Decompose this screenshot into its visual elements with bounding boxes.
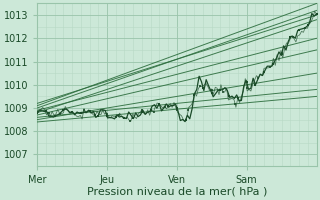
X-axis label: Pression niveau de la mer( hPa ): Pression niveau de la mer( hPa )	[87, 187, 267, 197]
